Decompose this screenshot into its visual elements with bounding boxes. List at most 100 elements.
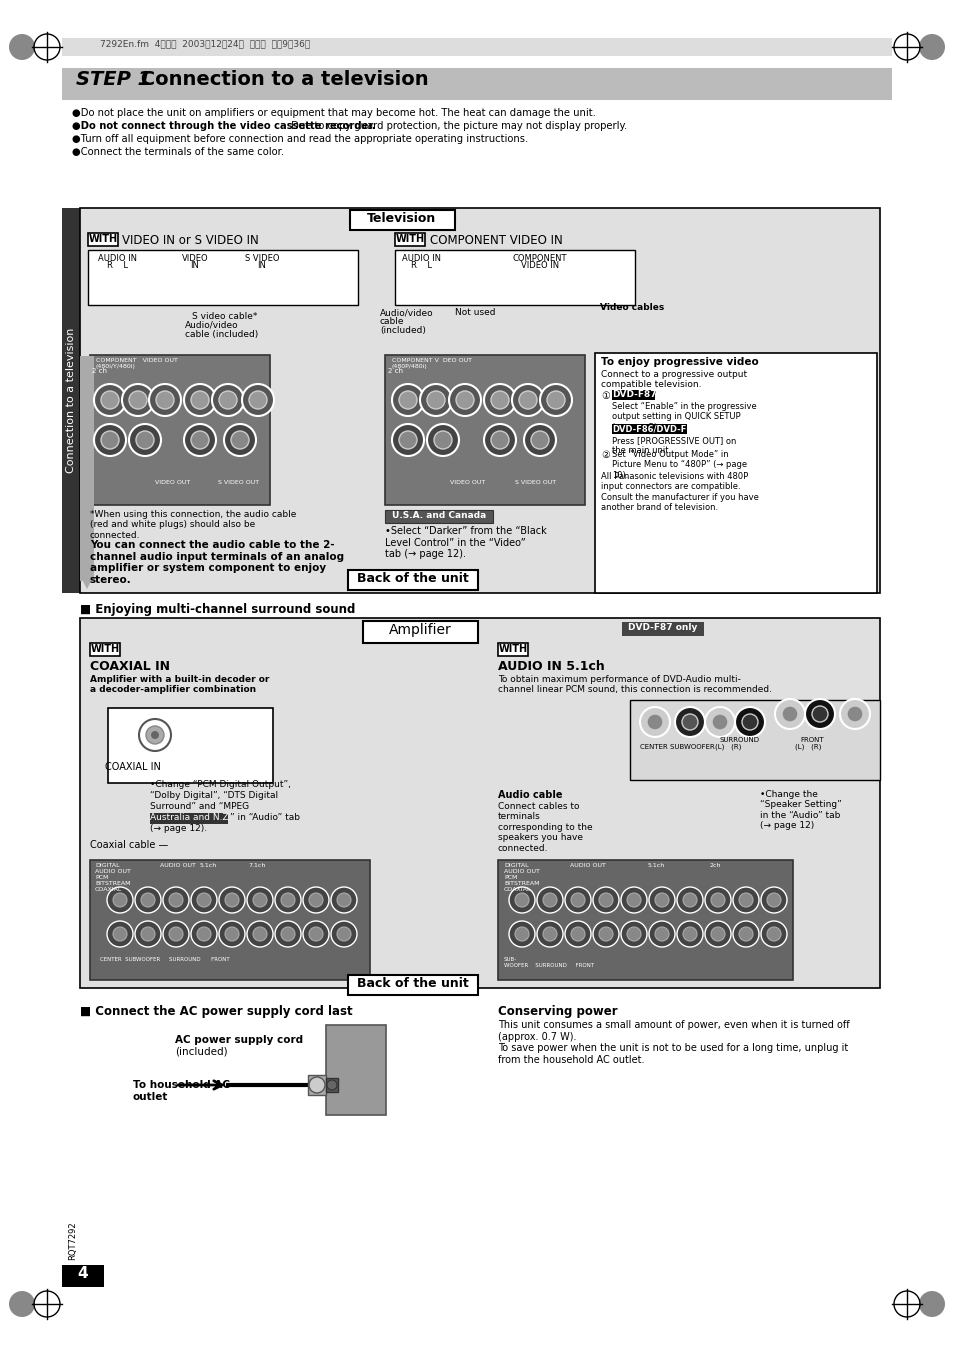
Text: Not used: Not used	[455, 308, 495, 317]
Circle shape	[593, 888, 618, 913]
Circle shape	[593, 921, 618, 947]
Bar	[395, 250, 635, 305]
Circle shape	[515, 927, 529, 942]
Text: To obtain maximum performance of DVD-Audio multi-
channel linear PCM sound, this: To obtain maximum performance of DVD-Aud…	[497, 676, 771, 694]
Circle shape	[212, 384, 244, 416]
Bar	[348, 570, 477, 590]
Circle shape	[564, 921, 590, 947]
Circle shape	[112, 927, 127, 942]
Circle shape	[141, 893, 154, 907]
Circle shape	[811, 707, 827, 721]
Text: COAXIAL: COAXIAL	[503, 888, 531, 892]
Circle shape	[515, 893, 529, 907]
Circle shape	[509, 888, 535, 913]
Circle shape	[681, 713, 698, 730]
Text: Coaxial cable —: Coaxial cable —	[90, 840, 168, 850]
Circle shape	[101, 390, 119, 409]
Circle shape	[169, 927, 183, 942]
Circle shape	[537, 888, 562, 913]
Circle shape	[169, 893, 183, 907]
Circle shape	[196, 927, 211, 942]
Text: VIDEO: VIDEO	[181, 254, 208, 263]
Text: DVD-F86/DVD-F84: DVD-F86/DVD-F84	[612, 424, 698, 434]
Text: 7292En.fm  4ページ  2003年12月24日  水曜日  午前9時36分: 7292En.fm 4ページ 2003年12月24日 水曜日 午前9時36分	[100, 39, 310, 49]
Text: FRONT: FRONT	[800, 738, 822, 743]
Text: ●Do not connect through the video cassette recorder.: ●Do not connect through the video casset…	[71, 122, 375, 131]
Text: ②: ②	[600, 450, 609, 459]
Circle shape	[107, 921, 132, 947]
Circle shape	[840, 698, 869, 730]
Circle shape	[675, 707, 704, 738]
Text: BITSTREAM: BITSTREAM	[503, 881, 539, 886]
Circle shape	[626, 893, 640, 907]
Circle shape	[677, 921, 702, 947]
Circle shape	[184, 424, 215, 457]
Circle shape	[274, 888, 301, 913]
Text: •Change “PCM Digital Output”,: •Change “PCM Digital Output”,	[150, 780, 291, 789]
Text: 5.1ch: 5.1ch	[200, 863, 217, 867]
Text: DVD-F87: DVD-F87	[612, 390, 656, 399]
Circle shape	[129, 390, 147, 409]
Circle shape	[225, 893, 239, 907]
Text: Australia and N.Z.: Australia and N.Z.	[150, 813, 232, 821]
Circle shape	[760, 921, 786, 947]
Text: (L)   (R): (L) (R)	[794, 744, 821, 751]
Text: ■ Connect the AC power supply cord last: ■ Connect the AC power supply cord last	[80, 1005, 353, 1019]
Circle shape	[191, 921, 216, 947]
Circle shape	[94, 384, 126, 416]
Circle shape	[247, 921, 273, 947]
Text: S VIDEO OUT: S VIDEO OUT	[515, 480, 556, 485]
Circle shape	[704, 707, 734, 738]
Circle shape	[766, 927, 781, 942]
Text: AUDIO OUT: AUDIO OUT	[569, 863, 605, 867]
Bar	[629, 700, 879, 780]
Text: STEP 1: STEP 1	[76, 70, 152, 89]
Circle shape	[163, 921, 189, 947]
Text: Television: Television	[367, 212, 436, 226]
Circle shape	[9, 1292, 35, 1317]
Circle shape	[242, 384, 274, 416]
Circle shape	[398, 390, 416, 409]
Circle shape	[253, 927, 267, 942]
Text: outlet: outlet	[132, 1092, 168, 1102]
Text: COMPONENT: COMPONENT	[512, 254, 567, 263]
Circle shape	[509, 921, 535, 947]
Text: 5.1ch: 5.1ch	[647, 863, 664, 867]
Circle shape	[677, 888, 702, 913]
Text: ■ Enjoying multi-channel surround sound: ■ Enjoying multi-channel surround sound	[80, 603, 355, 616]
Circle shape	[732, 921, 759, 947]
Bar	[350, 209, 455, 230]
Circle shape	[419, 384, 452, 416]
Bar	[150, 813, 228, 824]
Bar	[385, 355, 584, 505]
Text: 7.1ch: 7.1ch	[248, 863, 265, 867]
Bar	[108, 708, 273, 784]
Circle shape	[781, 707, 797, 721]
Circle shape	[639, 707, 669, 738]
Text: Back of the unit: Back of the unit	[356, 977, 468, 990]
Bar	[62, 38, 891, 55]
Text: 2 ch: 2 ch	[388, 367, 402, 374]
Text: Set “Video Output Mode” in
Picture Menu to “480P” (→ page
10).: Set “Video Output Mode” in Picture Menu …	[612, 450, 746, 480]
Circle shape	[449, 384, 480, 416]
Circle shape	[184, 384, 215, 416]
Text: Due to copy guard protection, the picture may not display properly.: Due to copy guard protection, the pictur…	[288, 122, 626, 131]
Circle shape	[94, 424, 126, 457]
Text: Connect to a progressive output
compatible television.: Connect to a progressive output compatib…	[600, 370, 746, 389]
Text: S VIDEO OUT: S VIDEO OUT	[218, 480, 259, 485]
Text: “Dolby Digital”, “DTS Digital: “Dolby Digital”, “DTS Digital	[150, 790, 278, 800]
Text: Video cables: Video cables	[599, 303, 663, 312]
Circle shape	[918, 1292, 944, 1317]
Circle shape	[646, 713, 662, 730]
Circle shape	[542, 927, 557, 942]
Circle shape	[219, 390, 236, 409]
Text: COAXIAL IN: COAXIAL IN	[105, 762, 161, 771]
Text: AUDIO OUT: AUDIO OUT	[95, 869, 131, 874]
Text: (L)   (R): (L) (R)	[714, 744, 740, 751]
Circle shape	[539, 384, 572, 416]
Text: Amplifier with a built-in decoder or
a decoder-amplifier combination: Amplifier with a built-in decoder or a d…	[90, 676, 269, 694]
Bar	[308, 1075, 326, 1096]
Text: AUDIO IN 5.1ch: AUDIO IN 5.1ch	[497, 661, 604, 673]
Circle shape	[598, 927, 613, 942]
Text: COAXIAL: COAXIAL	[95, 888, 122, 892]
